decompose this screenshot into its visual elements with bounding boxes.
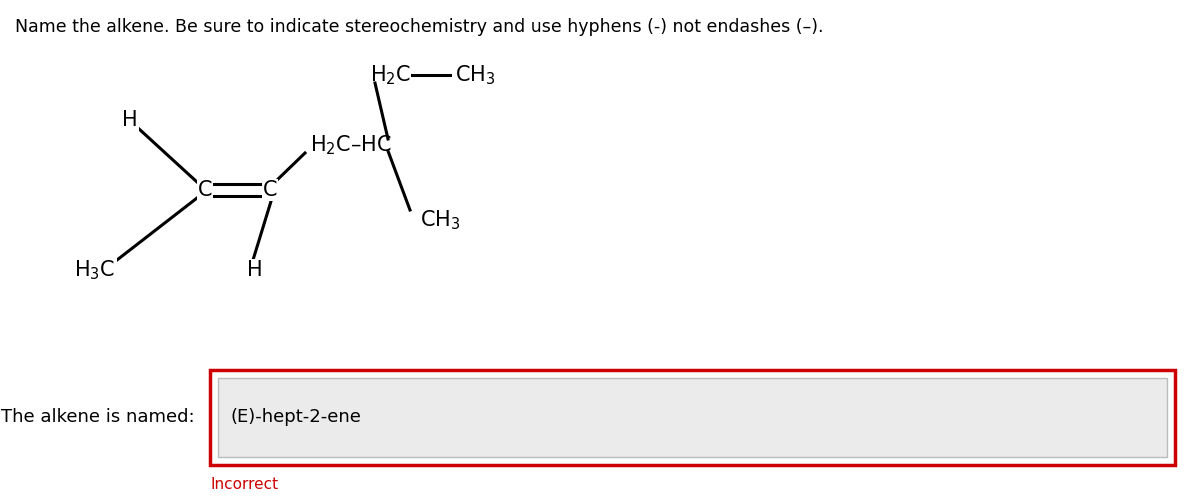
Text: C: C: [198, 180, 212, 200]
Text: H$_2$C–HC: H$_2$C–HC: [310, 133, 392, 157]
Text: H: H: [247, 260, 263, 280]
Text: H$_2$C: H$_2$C: [370, 63, 412, 87]
Text: The alkene is named:: The alkene is named:: [1, 409, 194, 426]
Text: H$_3$C: H$_3$C: [74, 258, 115, 282]
Text: CH$_3$: CH$_3$: [455, 63, 496, 87]
Text: CH$_3$: CH$_3$: [420, 208, 461, 232]
Text: H: H: [122, 110, 138, 130]
Bar: [210, 370, 1175, 465]
Text: C: C: [263, 180, 277, 200]
Text: (E)-hept-2-ene: (E)-hept-2-ene: [230, 409, 361, 426]
Bar: [218, 378, 1166, 457]
Text: Incorrect: Incorrect: [210, 477, 278, 492]
Text: Name the alkene. Be sure to indicate stereochemistry and use hyphens (-) not end: Name the alkene. Be sure to indicate ste…: [14, 18, 823, 36]
